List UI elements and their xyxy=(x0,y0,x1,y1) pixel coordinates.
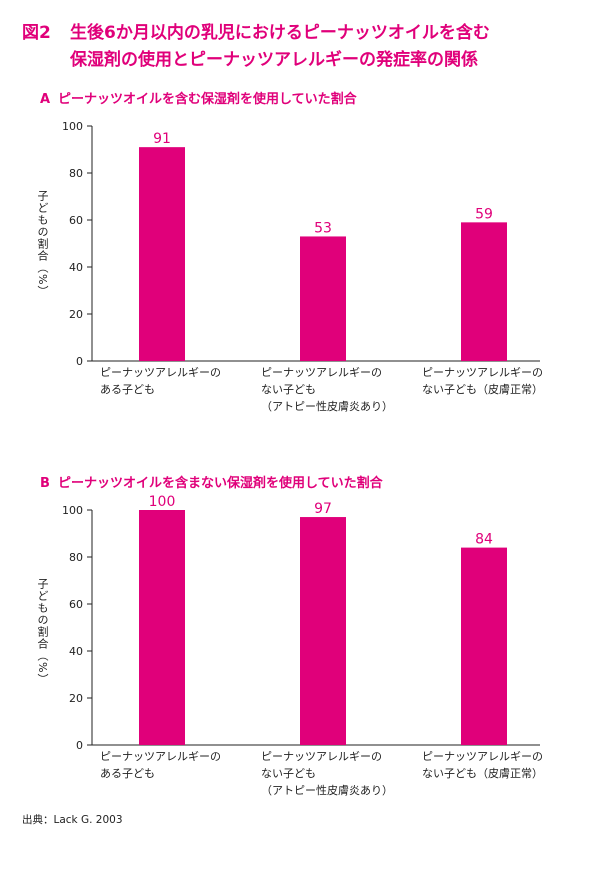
category-label-line: ピーナッツアレルギーの xyxy=(261,366,382,379)
bar xyxy=(461,547,507,745)
bar-value-label: 97 xyxy=(314,501,332,517)
category-label-line: （アトピー性皮膚炎あり） xyxy=(261,783,393,797)
category-label-line: ピーナッツアレルギーの xyxy=(100,750,221,763)
bar xyxy=(300,517,346,745)
panel-b-title: B ピーナッツオイルを含まない保湿剤を使用していた割合 xyxy=(40,472,383,491)
category-label-line: ない子ども（皮膚正常） xyxy=(422,382,543,396)
figure-title: 図2 生後6か月以内の乳児におけるピーナッツオイルを含む 保湿剤の使用とピーナッツ… xyxy=(22,20,582,74)
bar-value-label: 59 xyxy=(475,206,493,222)
bar-value-label: 100 xyxy=(149,494,176,510)
bar-value-label: 84 xyxy=(475,532,493,548)
bar xyxy=(139,510,185,745)
figure-number: 図2 xyxy=(22,23,51,43)
y-tick-label: 0 xyxy=(76,739,83,752)
y-tick-label: 80 xyxy=(69,167,83,180)
category-label-line: ない子ども xyxy=(261,767,316,780)
category-label-line: ピーナッツアレルギーの xyxy=(422,750,543,763)
panel-a-letter: A xyxy=(40,92,51,107)
y-tick-label: 100 xyxy=(62,504,83,517)
panel-b-ylabel: 子どもの割合（%） xyxy=(36,578,49,686)
bar xyxy=(139,147,185,361)
y-tick-label: 0 xyxy=(76,355,83,368)
bar-value-label: 91 xyxy=(153,131,171,147)
y-tick-label: 20 xyxy=(69,308,83,321)
category-label-line: （アトピー性皮膚炎あり） xyxy=(261,399,393,413)
category-label-line: ない子ども（皮膚正常） xyxy=(422,766,543,780)
panel-b-letter: B xyxy=(40,476,50,491)
category-label-line: ない子ども xyxy=(261,383,316,396)
bar xyxy=(461,222,507,361)
panel-a-ylabel: 子どもの割合（%） xyxy=(36,190,49,298)
figure-title-line1: 生後6か月以内の乳児におけるピーナッツオイルを含む xyxy=(70,23,490,43)
category-label-line: ある子ども xyxy=(100,383,155,396)
bar xyxy=(300,236,346,361)
category-label-line: ピーナッツアレルギーの xyxy=(100,366,221,379)
y-tick-label: 80 xyxy=(69,551,83,564)
category-label-line: ピーナッツアレルギーの xyxy=(261,750,382,763)
y-tick-label: 60 xyxy=(69,598,83,611)
panel-a-title-text: ピーナッツオイルを含む保湿剤を使用していた割合 xyxy=(58,92,357,107)
y-tick-label: 40 xyxy=(69,645,83,658)
y-tick-label: 60 xyxy=(69,214,83,227)
source-citation: 出典：Lack G. 2003 xyxy=(22,814,123,826)
y-tick-label: 20 xyxy=(69,692,83,705)
figure-title-line2: 保湿剤の使用とピーナッツアレルギーの発症率の関係 xyxy=(70,50,478,70)
bar-value-label: 53 xyxy=(314,220,332,236)
y-tick-label: 100 xyxy=(62,120,83,133)
panel-b-title-text: ピーナッツオイルを含まない保湿剤を使用していた割合 xyxy=(58,476,383,491)
y-tick-label: 40 xyxy=(69,261,83,274)
panel-a-title: A ピーナッツオイルを含む保湿剤を使用していた割合 xyxy=(40,88,357,107)
category-label-line: ある子ども xyxy=(100,767,155,780)
category-label-line: ピーナッツアレルギーの xyxy=(422,366,543,379)
